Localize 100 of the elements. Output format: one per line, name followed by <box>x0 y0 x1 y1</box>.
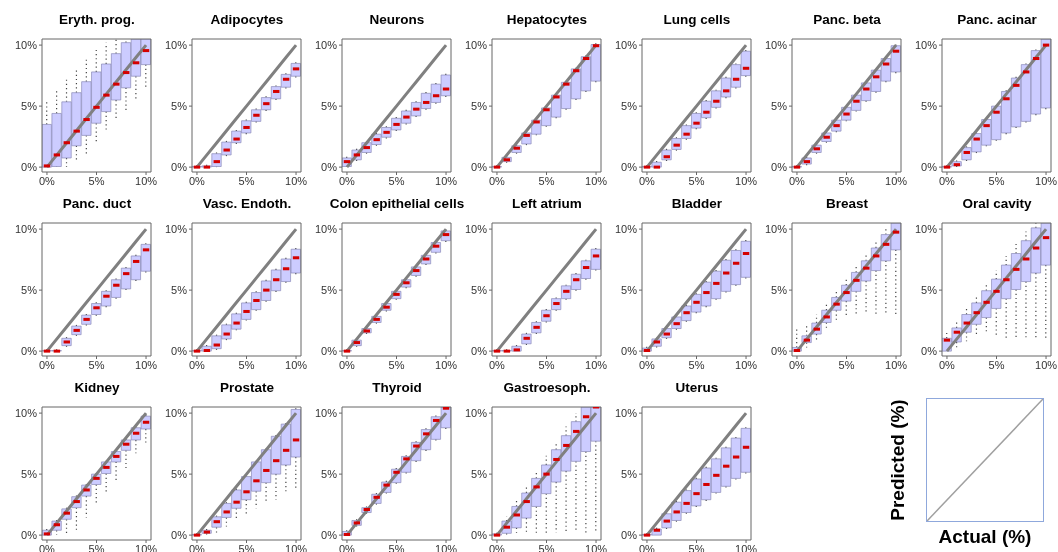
x-tick-label: 0% <box>339 358 356 371</box>
x-tick-label: 10% <box>435 358 458 371</box>
y-tick-label: 5% <box>471 100 488 113</box>
y-tick-label: 5% <box>21 468 38 481</box>
x-tick-label: 10% <box>1035 358 1058 371</box>
y-tick-label: 10% <box>764 39 788 52</box>
x-tick-label: 10% <box>735 542 758 552</box>
y-tick-label: 5% <box>321 284 338 297</box>
chart-title: Left atrium <box>512 195 582 213</box>
x-tick-label: 10% <box>285 358 308 371</box>
y-tick-label: 0% <box>621 161 638 174</box>
chart-title: Eryth. prog. <box>59 11 135 29</box>
y-tick-label: 10% <box>614 39 638 52</box>
x-tick-label: 10% <box>585 358 608 371</box>
x-tick-label: 5% <box>88 358 105 371</box>
x-tick-label: 0% <box>339 174 356 187</box>
chart-title: Kidney <box>74 379 120 397</box>
x-tick-label: 0% <box>939 358 956 371</box>
chart-title: Bladder <box>671 195 723 213</box>
chart-title: Uterus <box>675 379 719 397</box>
y-tick-label: 0% <box>21 529 38 542</box>
y-tick-label: 0% <box>471 161 488 174</box>
x-tick-label: 0% <box>789 174 806 187</box>
y-tick-label: 10% <box>314 223 338 236</box>
y-tick-label: 10% <box>314 39 338 52</box>
chart-title: Vasc. Endoth. <box>202 195 292 213</box>
y-tick-label: 5% <box>621 284 638 297</box>
y-tick-label: 10% <box>14 39 38 52</box>
y-tick-label: 5% <box>621 468 638 481</box>
y-tick-label: 0% <box>921 161 938 174</box>
x-tick-label: 5% <box>688 542 705 552</box>
x-tick-label: 0% <box>489 174 506 187</box>
y-tick-label: 10% <box>314 407 338 420</box>
y-tick-label: 0% <box>771 345 788 358</box>
x-tick-label: 10% <box>585 542 608 552</box>
y-tick-label: 5% <box>771 100 788 113</box>
x-tick-label: 5% <box>538 174 555 187</box>
y-tick-label: 0% <box>771 161 788 174</box>
x-tick-label: 0% <box>639 358 656 371</box>
chart-title: Thyroid <box>372 379 422 397</box>
x-tick-label: 0% <box>189 174 206 187</box>
y-tick-label: 5% <box>771 284 788 297</box>
x-tick-label: 5% <box>88 174 105 187</box>
y-tick-label: 10% <box>464 39 488 52</box>
chart-title: Panc. acinar <box>957 11 1037 29</box>
x-tick-label: 10% <box>135 542 158 552</box>
y-tick-label: 10% <box>764 223 788 236</box>
x-tick-label: 10% <box>435 542 458 552</box>
y-tick-label: 5% <box>921 284 938 297</box>
y-tick-label: 5% <box>21 284 38 297</box>
y-tick-label: 5% <box>321 468 338 481</box>
y-tick-label: 0% <box>471 345 488 358</box>
x-tick-label: 5% <box>388 358 405 371</box>
y-tick-label: 10% <box>614 223 638 236</box>
y-tick-label: 5% <box>471 284 488 297</box>
y-tick-label: 10% <box>14 407 38 420</box>
chart-title: Prostate <box>219 379 275 397</box>
x-tick-label: 10% <box>585 174 608 187</box>
x-tick-label: 0% <box>939 174 956 187</box>
x-tick-label: 10% <box>285 174 308 187</box>
y-tick-label: 10% <box>614 407 638 420</box>
y-tick-label: 0% <box>621 529 638 542</box>
x-tick-label: 0% <box>489 358 506 371</box>
x-tick-label: 5% <box>538 542 555 552</box>
x-tick-label: 5% <box>988 174 1005 187</box>
x-tick-label: 5% <box>688 358 705 371</box>
x-tick-label: 0% <box>789 358 806 371</box>
chart-title: Panc. beta <box>813 11 881 29</box>
y-tick-label: 5% <box>621 100 638 113</box>
x-tick-label: 0% <box>189 358 206 371</box>
x-tick-label: 0% <box>489 542 506 552</box>
y-tick-label: 5% <box>171 100 188 113</box>
y-tick-label: 0% <box>921 345 938 358</box>
y-tick-label: 10% <box>914 39 938 52</box>
x-tick-label: 5% <box>238 358 255 371</box>
y-tick-label: 0% <box>621 345 638 358</box>
chart-title: Panc. duct <box>62 195 132 213</box>
x-tick-label: 5% <box>538 358 555 371</box>
y-tick-label: 5% <box>171 284 188 297</box>
x-tick-label: 0% <box>639 174 656 187</box>
y-tick-label: 0% <box>171 161 188 174</box>
x-tick-label: 5% <box>388 174 405 187</box>
x-tick-label: 10% <box>735 174 758 187</box>
chart-title: Breast <box>825 195 869 213</box>
x-tick-label: 10% <box>885 358 908 371</box>
y-tick-label: 0% <box>321 161 338 174</box>
x-tick-label: 10% <box>135 174 158 187</box>
chart-title: Hepatocytes <box>506 11 588 29</box>
x-tick-label: 10% <box>1035 174 1058 187</box>
y-tick-label: 5% <box>21 100 38 113</box>
y-tick-label: 0% <box>321 529 338 542</box>
x-tick-label: 5% <box>988 358 1005 371</box>
x-tick-label: 10% <box>885 174 908 187</box>
chart-title: Gastroesoph. <box>503 379 591 397</box>
y-axis-title: Predicted (%) <box>887 399 909 521</box>
y-tick-label: 0% <box>21 161 38 174</box>
y-tick-label: 5% <box>171 468 188 481</box>
chart-title: Lung cells <box>663 11 731 29</box>
x-tick-label: 0% <box>39 174 56 187</box>
x-tick-label: 10% <box>285 542 308 552</box>
